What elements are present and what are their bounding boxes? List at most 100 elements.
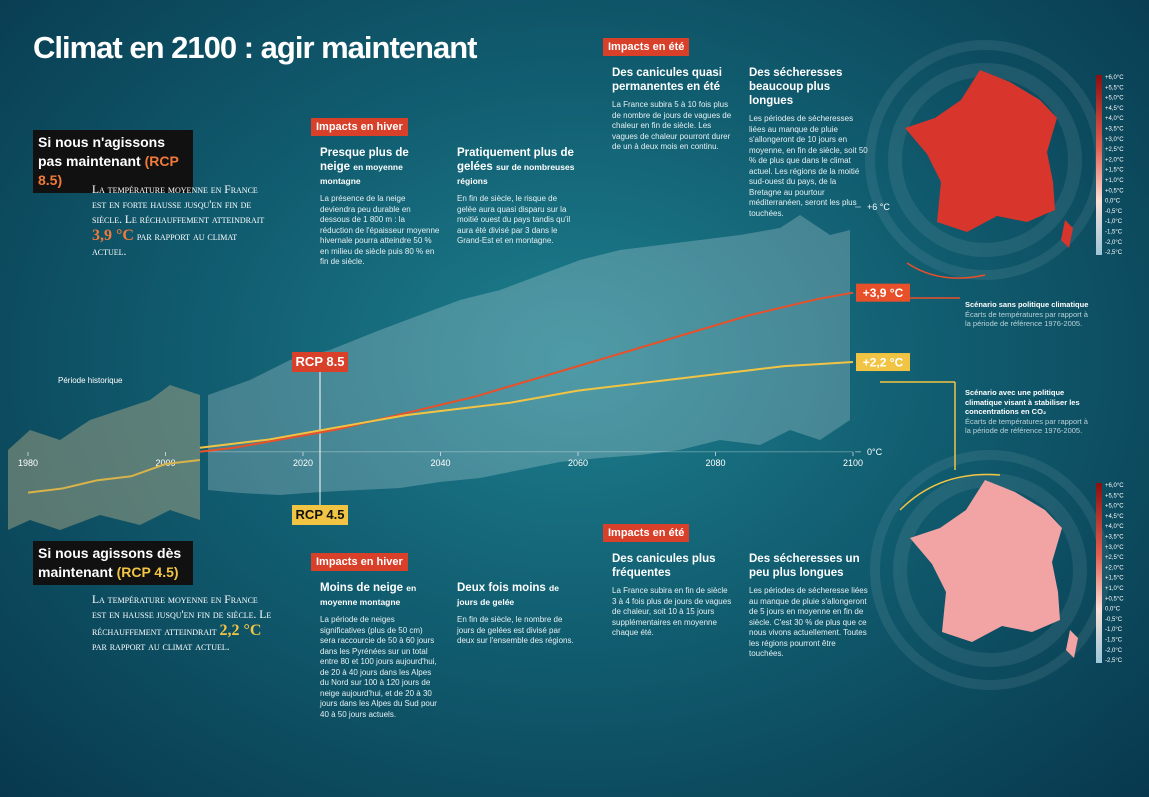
colorbar-label: +5,0°C xyxy=(1105,504,1124,510)
panel-column: Des canicules quasi permanentes en été La… xyxy=(612,66,732,153)
text: par rapport au climat actuel. xyxy=(92,641,230,653)
colorbar-label: +1,5°C xyxy=(1105,168,1124,174)
column-heading: Des sécheresses beaucoup plus longues xyxy=(749,66,869,108)
colorbar-label: -2,0°C xyxy=(1105,648,1123,654)
historic-band xyxy=(8,385,200,530)
colorbar-label: -1,5°C xyxy=(1105,230,1123,236)
column-body: En fin de siècle, le nombre de jours de … xyxy=(457,615,574,645)
x-tick-label: 2100 xyxy=(843,458,863,468)
title: Climat en 2100 : agir maintenant xyxy=(33,30,477,65)
colorbar xyxy=(1096,75,1102,255)
heading: Si nous n'agissons pas maintenant xyxy=(38,134,166,169)
colorbar-label: 0,0°C xyxy=(1105,607,1121,613)
panel-column: Moins de neige en moyenne montagne La pér… xyxy=(320,581,440,720)
subheading: en moyenne montagne xyxy=(320,583,417,607)
panel-column: Des canicules plus fréquentes La France s… xyxy=(612,552,732,639)
colorbar-label: +4,0°C xyxy=(1105,524,1124,530)
panel-column: Des sécheresses beaucoup plus longues Les… xyxy=(749,66,869,219)
highlight: 2,2 °C xyxy=(219,622,262,639)
column-body: Les périodes de sécheresses liées au man… xyxy=(749,114,868,218)
x-tick-label: 2000 xyxy=(155,458,175,468)
heading: Deux fois moins xyxy=(457,582,546,594)
colorbar-label: +1,0°C xyxy=(1105,586,1124,592)
heading: Des sécheresses beaucoup plus longues xyxy=(749,67,843,107)
heading: Si nous agissons dès maintenant xyxy=(38,545,182,580)
subheading: de jours de gelée xyxy=(457,583,559,607)
highlight: 3,9 °C xyxy=(92,227,134,244)
y-tick-label: +6 °C xyxy=(867,202,890,212)
value-label-box xyxy=(856,353,910,372)
heading: Presque plus de neige xyxy=(320,147,409,173)
series-line xyxy=(199,291,854,453)
colorbar-label: -0,5°C xyxy=(1105,617,1123,623)
projection-band xyxy=(208,215,850,495)
panel-tag: Impacts en été xyxy=(603,38,690,56)
colorbar-label: 0,0°C xyxy=(1105,199,1121,205)
panel-column: Pratiquement plus de gelées sur de nombr… xyxy=(457,146,577,247)
colorbar-label: +4,5°C xyxy=(1105,106,1124,112)
colorbar xyxy=(1096,483,1102,663)
subheading: en moyenne montagne xyxy=(320,162,403,186)
column-heading: Moins de neige en moyenne montagne xyxy=(320,581,440,609)
heading: Des canicules plus fréquentes xyxy=(612,553,716,579)
column-heading: Deux fois moins de jours de gelée xyxy=(457,581,577,609)
panel-column: Presque plus de neige en moyenne montagn… xyxy=(320,146,440,268)
column-body: En fin de siècle, le risque de gelée aur… xyxy=(457,194,571,245)
colorbar-label: +1,0°C xyxy=(1105,178,1124,184)
colorbar-label: +2,5°C xyxy=(1105,147,1124,153)
x-tick-label: 2040 xyxy=(430,458,450,468)
colorbar-label: -1,0°C xyxy=(1105,219,1123,225)
france-map xyxy=(910,480,1078,658)
scenario-heading: Si nous agissons dès maintenant (RCP 4.5… xyxy=(33,541,193,585)
colorbar-label: +3,5°C xyxy=(1105,127,1124,133)
panel-column: Des sécheresses un peu plus longues Les p… xyxy=(749,552,869,660)
column-heading: Presque plus de neige en moyenne montagn… xyxy=(320,146,440,188)
column-body: La France subira 5 à 10 fois plus de nom… xyxy=(612,100,732,151)
value-label: +2,2 °C xyxy=(863,356,904,370)
y-tick-label: 0°C xyxy=(867,447,883,457)
rcp-label: RCP 8.5 xyxy=(296,354,345,369)
column-body: Les périodes de sécheresse liées au manq… xyxy=(749,586,868,658)
map-caption: Scénario sans politique climatique Écarts… xyxy=(965,300,1095,329)
colorbar-label: +2,0°C xyxy=(1105,565,1124,571)
colorbar-label: -1,5°C xyxy=(1105,638,1123,644)
x-tick-label: 2060 xyxy=(568,458,588,468)
subheading: sur de nombreuses régions xyxy=(457,162,575,186)
column-heading: Pratiquement plus de gelées sur de nombr… xyxy=(457,146,577,188)
heading: Des canicules quasi permanentes en été xyxy=(612,67,722,93)
rcp-label-box xyxy=(292,505,348,525)
scenario-body: La température moyenne en France est en … xyxy=(92,593,272,655)
x-tick-label: 2020 xyxy=(293,458,313,468)
x-tick-label: 2080 xyxy=(705,458,725,468)
heading: Des sécheresses un peu plus longues xyxy=(749,553,860,579)
colorbar-label: +0,5°C xyxy=(1105,596,1124,602)
note: Écarts de températures par rapport à la … xyxy=(965,416,1088,436)
panel-tag: Impacts en hiver xyxy=(311,118,408,136)
value-label-box xyxy=(856,283,910,302)
connector xyxy=(899,473,1001,511)
annotation: Période historique xyxy=(58,376,123,385)
colorbar-label: +1,5°C xyxy=(1105,576,1124,582)
colorbar-label: -1,0°C xyxy=(1105,627,1123,633)
column-body: La présence de la neige deviendra peu du… xyxy=(320,194,440,266)
x-tick-label: 1980 xyxy=(18,458,38,468)
colorbar-label: +3,0°C xyxy=(1105,545,1124,551)
colorbar-label: +6,0°C xyxy=(1105,483,1124,489)
colorbar-label: +4,0°C xyxy=(1105,116,1124,122)
column-heading: Des canicules plus fréquentes xyxy=(612,552,732,580)
connector xyxy=(906,262,986,279)
colorbar-label: -2,0°C xyxy=(1105,240,1123,246)
colorbar-label: +3,0°C xyxy=(1105,137,1124,143)
caption: Scénario sans politique climatique xyxy=(965,300,1089,309)
text: La température moyenne en France est en … xyxy=(92,184,265,226)
colorbar-label: +5,5°C xyxy=(1105,85,1124,91)
colorbar-label: +3,5°C xyxy=(1105,535,1124,541)
colorbar-label: +2,5°C xyxy=(1105,555,1124,561)
colorbar-label: +6,0°C xyxy=(1105,75,1124,81)
panel-column: Deux fois moins de jours de gelée En fin … xyxy=(457,581,577,647)
scenario-heading: Si nous n'agissons pas maintenant (RCP 8… xyxy=(33,130,193,193)
